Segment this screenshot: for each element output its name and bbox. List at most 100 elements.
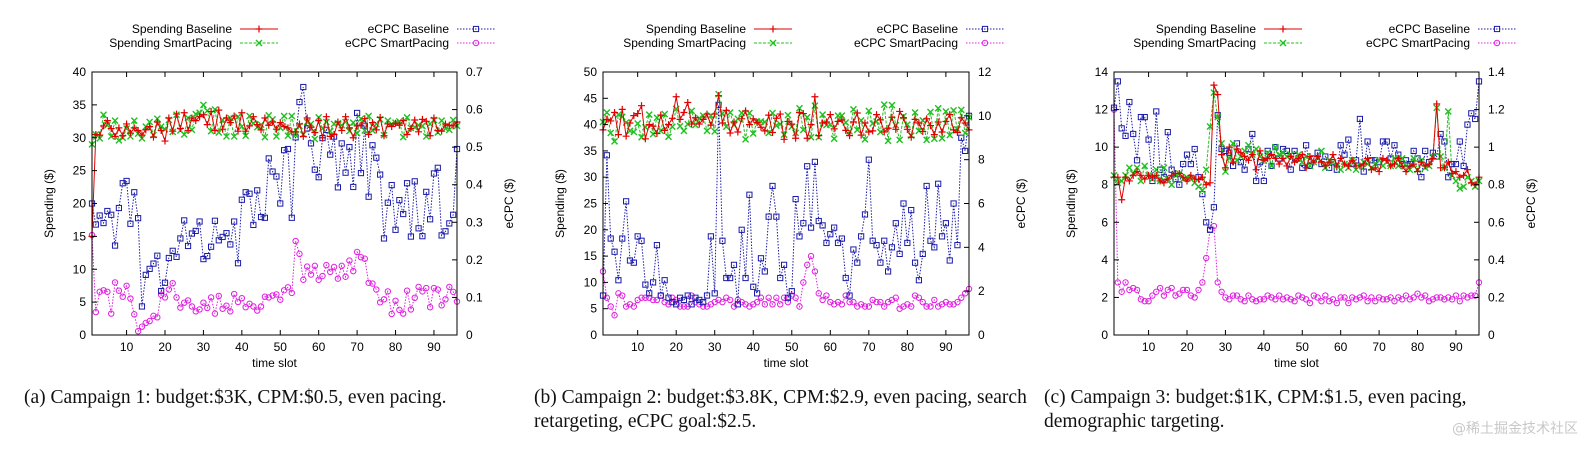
data-point (1364, 138, 1371, 145)
data-point (115, 287, 123, 294)
data-point (254, 187, 261, 194)
data-point (242, 303, 249, 311)
data-point (380, 132, 388, 140)
data-point (1118, 125, 1125, 132)
y-tick-label: 10 (73, 262, 87, 276)
data-point (134, 127, 142, 135)
y2-tick-label: 1.4 (1488, 65, 1505, 79)
data-point (811, 268, 819, 275)
data-point (665, 133, 672, 141)
data-point (611, 248, 618, 255)
data-point (396, 306, 403, 314)
data-point (915, 277, 923, 284)
y2-tick-label: 0.6 (1488, 215, 1505, 229)
x-axis-label: time slot (252, 356, 297, 370)
data-point (911, 109, 919, 116)
data-point (742, 135, 750, 143)
data-point (935, 180, 942, 187)
data-point (253, 121, 261, 129)
data-point (919, 298, 926, 306)
data-point (1410, 294, 1417, 301)
data-point (1345, 299, 1352, 307)
data-point (903, 125, 911, 133)
data-point (1168, 181, 1176, 189)
data-point (1218, 139, 1226, 147)
legend-marker (1279, 39, 1287, 47)
data-point (1448, 296, 1456, 303)
data-point (1398, 162, 1406, 170)
data-point (1187, 160, 1194, 168)
data-point (626, 119, 634, 127)
data-point (900, 200, 907, 207)
data-point (246, 190, 253, 197)
data-point (1226, 296, 1233, 303)
data-point (1252, 166, 1260, 174)
data-point (280, 123, 288, 131)
data-point (1145, 171, 1153, 179)
data-point (792, 134, 800, 142)
data-point (1275, 160, 1283, 168)
data-point (942, 117, 950, 125)
data-point (1183, 151, 1191, 158)
data-point (177, 304, 184, 311)
data-point (849, 105, 857, 113)
data-point (377, 171, 384, 178)
data-point (1114, 279, 1122, 286)
data-point (234, 260, 242, 267)
data-point (634, 120, 642, 128)
data-point (277, 200, 284, 207)
data-point (957, 106, 965, 114)
data-point (742, 274, 749, 282)
data-point (184, 242, 192, 250)
data-point (149, 133, 157, 141)
data-point (804, 163, 811, 170)
data-point (1133, 164, 1141, 172)
data-point (380, 235, 388, 242)
data-point (780, 261, 788, 268)
data-point (96, 212, 103, 219)
data-point (1398, 296, 1406, 303)
legend-label: Spending Baseline (1156, 22, 1256, 36)
data-point (407, 233, 414, 240)
series-ecpc-smart (599, 252, 973, 319)
data-point (930, 135, 938, 143)
data-point (111, 279, 119, 286)
y-tick-label: 15 (584, 249, 598, 263)
y-tick-label: 35 (73, 98, 87, 112)
data-point (707, 121, 715, 129)
y-tick-label: 14 (1095, 65, 1109, 79)
data-point (1302, 296, 1310, 303)
data-point (300, 276, 307, 283)
data-point (204, 304, 211, 312)
data-point (1444, 158, 1452, 166)
y2-axis-label: eCPC ($) (1014, 178, 1028, 228)
data-point (765, 213, 772, 220)
data-point (107, 125, 115, 133)
data-point (334, 118, 342, 126)
data-point (1229, 158, 1237, 166)
y2-tick-label: 0 (1488, 328, 1495, 342)
y2-tick-label: 0.2 (1488, 290, 1505, 304)
data-point (222, 132, 230, 140)
data-point (1141, 175, 1149, 183)
data-point (169, 279, 176, 287)
data-point (665, 294, 672, 301)
data-point (1133, 157, 1141, 164)
data-point (811, 158, 818, 165)
data-point (442, 296, 449, 303)
data-point (1421, 162, 1429, 170)
data-point (915, 294, 923, 301)
data-point (1287, 296, 1294, 303)
data-point (1429, 296, 1437, 303)
data-point (119, 132, 127, 140)
data-point (877, 298, 884, 306)
data-point (1460, 162, 1467, 170)
legend-marker (769, 39, 777, 47)
data-point (1383, 296, 1390, 303)
data-point (1371, 164, 1379, 172)
data-point (1333, 299, 1341, 307)
data-point (130, 117, 138, 125)
data-point (1183, 177, 1191, 185)
data-point (738, 115, 746, 123)
data-point (1441, 296, 1448, 303)
